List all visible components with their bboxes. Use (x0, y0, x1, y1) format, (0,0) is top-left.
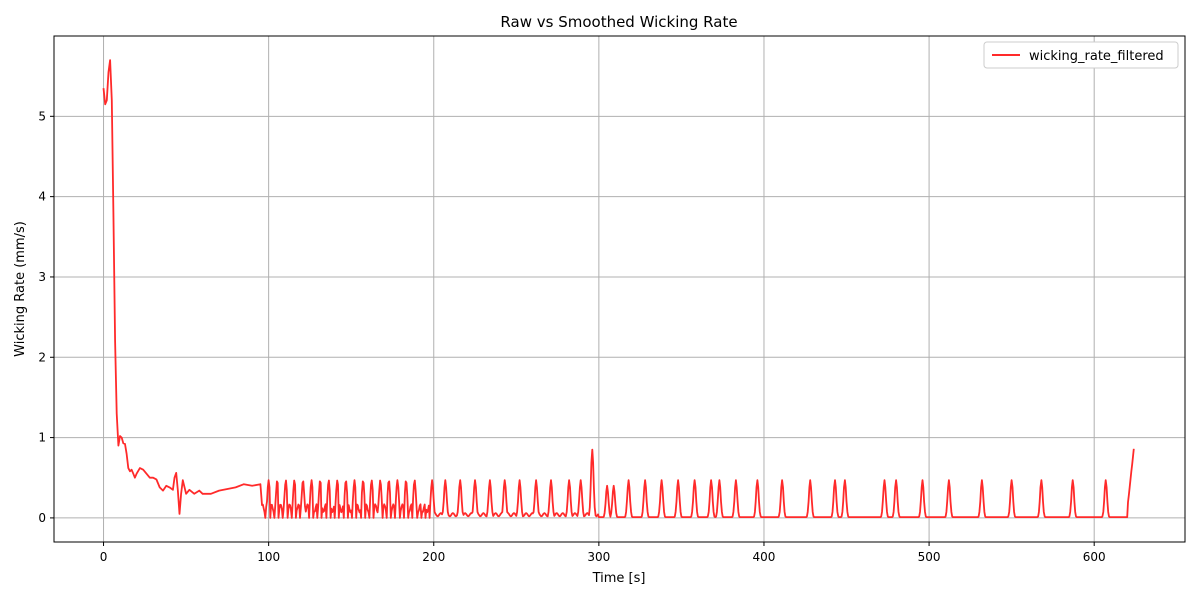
y-tick-label: 2 (38, 350, 46, 364)
y-tick-label: 4 (38, 190, 46, 204)
y-tick-label: 1 (38, 431, 46, 445)
series-layer (102, 59, 1135, 519)
x-tick-label: 0 (100, 550, 108, 564)
plot-frame (53, 35, 1186, 543)
series-line-wicking-rate-filtered (102, 59, 1135, 519)
x-tick-label: 600 (1083, 550, 1106, 564)
x-tick-label: 200 (422, 550, 445, 564)
legend: wicking_rate_filtered (983, 41, 1179, 69)
x-axis-label: Time [s] (592, 571, 646, 586)
ticks: 0 100 200 300 400 500 600 0 1 2 3 4 5 (38, 109, 1105, 564)
x-tick-label: 100 (257, 550, 280, 564)
x-tick-label: 500 (918, 550, 941, 564)
y-axis-label: Wicking Rate (mm/s) (13, 221, 28, 357)
chart-title: Raw vs Smoothed Wicking Rate (500, 13, 737, 31)
legend-box (983, 41, 1179, 69)
grid (54, 36, 1185, 542)
y-tick-label: 3 (38, 270, 46, 284)
x-tick-label: 300 (587, 550, 610, 564)
x-tick-label: 400 (753, 550, 776, 564)
y-tick-label: 0 (38, 511, 46, 525)
y-tick-label: 5 (38, 109, 46, 123)
legend-entry-wicking-rate-filtered: wicking_rate_filtered (1029, 49, 1164, 64)
